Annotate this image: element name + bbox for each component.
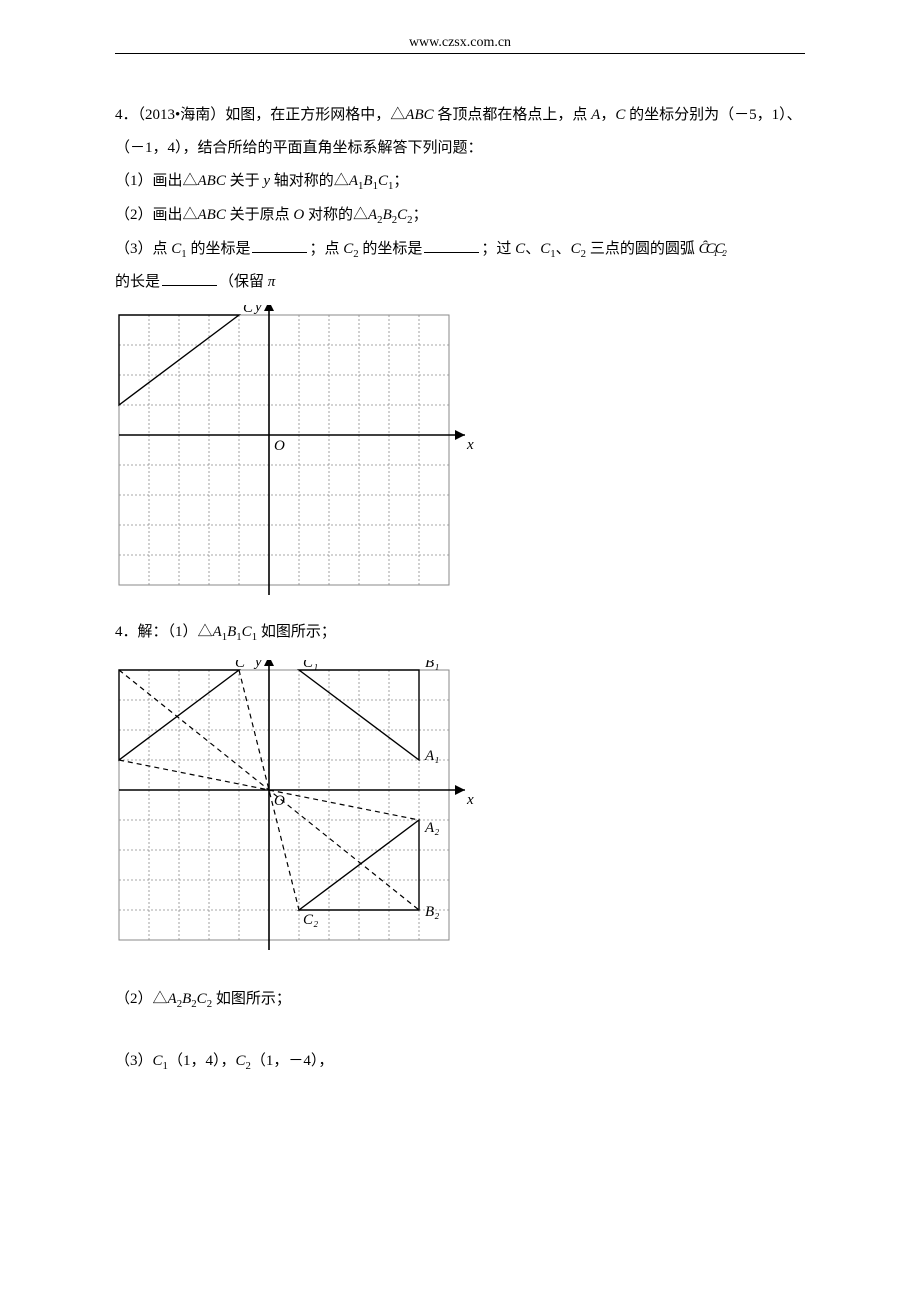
question-part3: （3）点 C1 的坐标是；点 C2 的坐标是；过 C、C1、C2 三点的圆的圆弧… <box>115 233 805 267</box>
svg-text:O: O <box>274 438 285 454</box>
t: 如图，在正方形网格中，△ <box>225 107 405 123</box>
t: （保留 <box>219 274 268 290</box>
t: 的坐标是 <box>359 241 423 257</box>
answer-lead: 4．解：（1）△A1B1C1 如图所示； <box>115 616 805 650</box>
q-number: 4． <box>115 107 138 123</box>
t: ；过 <box>481 241 515 257</box>
answer-part2: （2）△A2B2C2 如图所示； <box>115 983 805 1017</box>
t: 关于原点 <box>226 207 294 223</box>
t: 4．解：（1）△ <box>115 624 213 640</box>
page: www.czsx.com.cn 4．（2013•海南）如图，在正方形网格中，△A… <box>0 0 920 1139</box>
question-stem: 4．（2013•海南）如图，在正方形网格中，△ABC 各顶点都在格点上，点 A，… <box>115 99 805 165</box>
question-part3-cont: 的长是 （保留 π <box>115 266 805 299</box>
svg-text:x: x <box>466 792 474 808</box>
figure-1: yxOABC <box>115 305 805 610</box>
blank-c2[interactable] <box>424 237 479 253</box>
t: ， <box>220 1053 235 1069</box>
abc: ABC <box>198 207 226 223</box>
question-part2: （2）画出△ABC 关于原点 O 对称的△A2B2C2； <box>115 199 805 233</box>
t: ， <box>318 1053 333 1069</box>
t: （1，4） <box>168 1053 221 1069</box>
svg-text:x: x <box>466 437 474 453</box>
t: （3）点 <box>115 241 171 257</box>
abc: ABC <box>405 107 433 123</box>
answer-part3: （3）C1（1，4），C2（1，－4）， <box>115 1045 805 1079</box>
t: 各顶点都在格点上，点 <box>434 107 592 123</box>
pi: π <box>268 274 276 290</box>
t: （1，－4） <box>251 1053 319 1069</box>
svg-text:y: y <box>253 305 262 315</box>
C: C <box>615 107 625 123</box>
C2l: C2 <box>235 1053 250 1069</box>
C2b: C2 <box>571 241 586 257</box>
t: 、 <box>556 241 571 257</box>
A2B2C2: A2B2C2 <box>168 991 213 1007</box>
svg-text:C: C <box>243 305 254 316</box>
t: （1）画出△ <box>115 173 198 189</box>
svg-text:C₂: C₂ <box>303 912 318 928</box>
svg-text:B₁: B₁ <box>425 660 439 671</box>
t: 、 <box>525 241 540 257</box>
t: 对称的△ <box>304 207 368 223</box>
svg-text:C: C <box>235 660 246 671</box>
t: 的坐标是 <box>187 241 251 257</box>
svg-text:y: y <box>253 660 262 670</box>
t: 三点的圆的圆弧 <box>586 241 695 257</box>
t: 关于 <box>226 173 264 189</box>
C2: C2 <box>343 241 358 257</box>
C1l: C1 <box>153 1053 168 1069</box>
t: ；点 <box>309 241 343 257</box>
t: ； <box>393 173 408 189</box>
t: （2）画出△ <box>115 207 198 223</box>
svg-text:A₂: A₂ <box>424 820 439 836</box>
header-rule <box>115 53 805 54</box>
t: 如图所示； <box>257 624 336 640</box>
C1: C1 <box>171 241 186 257</box>
svg-text:C₁: C₁ <box>303 660 318 671</box>
blank-arc[interactable] <box>162 270 217 286</box>
question-part1: （1）画出△ABC 关于 y 轴对称的△A1B1C1； <box>115 165 805 199</box>
t: 如图所示； <box>212 991 291 1007</box>
q-source: （2013•海南） <box>138 107 226 123</box>
A: A <box>591 107 600 123</box>
grid-figure-2: yxOABCC₁B₁A₁A₂B₂C₂ <box>115 660 475 960</box>
A2: A2B2C2 <box>368 207 413 223</box>
t: 轴对称的△ <box>270 173 349 189</box>
blank-c1[interactable] <box>252 237 307 253</box>
grid-figure-1: yxOABC <box>115 305 475 605</box>
t: （2）△ <box>115 991 168 1007</box>
C1b: C1 <box>540 241 555 257</box>
A1B1C1: A1B1C1 <box>213 624 258 640</box>
A1: A1B1C1 <box>349 173 394 189</box>
figure-2: yxOABCC₁B₁A₁A₂B₂C₂ <box>115 660 805 965</box>
t: ， <box>600 107 615 123</box>
svg-text:A₁: A₁ <box>424 748 439 764</box>
abc: ABC <box>198 173 226 189</box>
t: （3） <box>115 1053 153 1069</box>
svg-text:B₂: B₂ <box>425 904 439 920</box>
t: 的长是 <box>115 274 160 290</box>
C: C <box>515 241 525 257</box>
O: O <box>293 207 304 223</box>
t: ； <box>413 207 428 223</box>
arc-cc1c2: C̑C₁C₂ <box>699 241 724 257</box>
header-url: www.czsx.com.cn <box>115 35 805 51</box>
